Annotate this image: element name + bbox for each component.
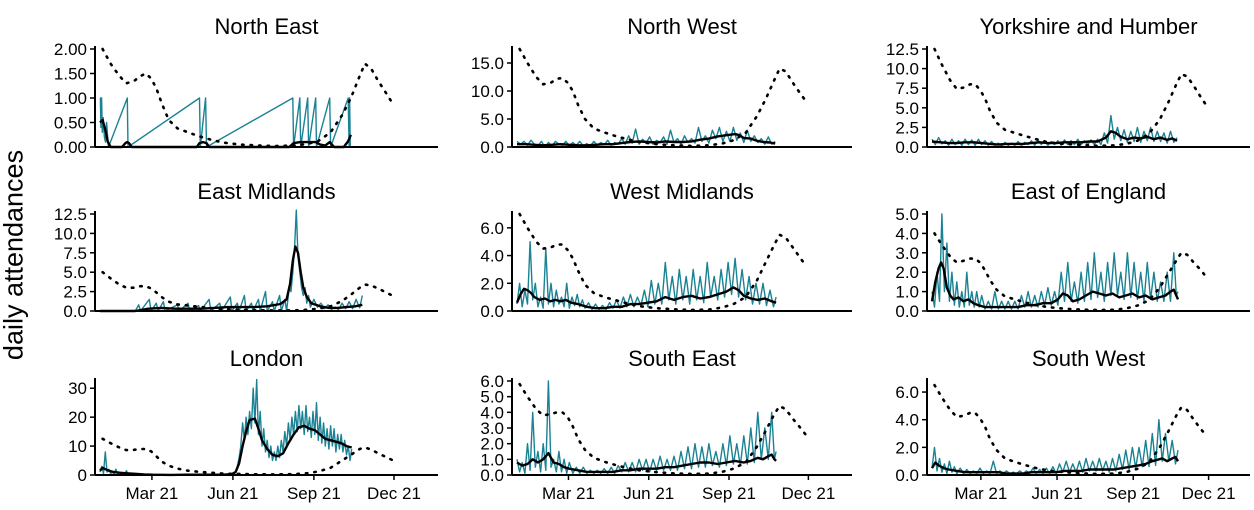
- y-tick-label: 4.0: [895, 224, 919, 243]
- smoothed-series-line: [100, 245, 363, 313]
- reference-series-line: [933, 47, 1209, 148]
- y-tick-label: 4.0: [895, 411, 919, 430]
- y-tick-label: 10: [68, 437, 87, 456]
- daily-series-line: [99, 97, 351, 148]
- y-tick-label: 2.00: [54, 40, 87, 59]
- x-tick-label: Mar 21: [542, 484, 595, 503]
- y-tick-label: 0.50: [54, 114, 87, 133]
- y-tick-label: 2.5: [895, 118, 919, 137]
- x-tick-label: Dec 21: [781, 484, 835, 503]
- y-tick-label: 0.0: [480, 138, 504, 157]
- y-tick-label: 0.0: [895, 466, 919, 485]
- x-tick-label: Dec 21: [367, 484, 421, 503]
- panel-east-midlands: East Midlands 0.02.55.07.510.012.5: [54, 179, 438, 321]
- panel-south-east: South East 0.01.02.03.04.05.06.0 Mar 21 Jun…: [480, 346, 852, 503]
- reference-series-line: [518, 382, 808, 476]
- y-tick-label: 5.0: [480, 110, 504, 129]
- y-tick-label: 5.0: [895, 99, 919, 118]
- y-tick-label: 10.0: [886, 60, 919, 79]
- y-tick-label: 1.00: [54, 89, 87, 108]
- y-tick-label: 2.0: [895, 263, 919, 282]
- x-tick-label: Jun 21: [623, 484, 674, 503]
- smoothed-series-line: [515, 286, 777, 310]
- smoothed-series-line: [930, 455, 1180, 475]
- y-tick-label: 4.0: [480, 247, 504, 266]
- panel-west-midlands: West Midlands 0.0 2.0 4.0 6.0: [480, 179, 852, 321]
- smoothed-series-line: [931, 130, 1178, 146]
- panel-yorkshire-and-humber: Yorkshire and Humber 0.02.55.07.510.012.5: [886, 14, 1250, 157]
- reference-series-line: [933, 383, 1209, 476]
- reference-series-line: [101, 270, 394, 312]
- y-tick-label: 6.0: [480, 372, 504, 391]
- y-tick-label: 0.0: [480, 466, 504, 485]
- panel-title: Yorkshire and Humber: [979, 14, 1197, 39]
- panel-north-west: North West 0.0 5.0 10.0 15.0: [471, 14, 852, 157]
- y-tick-label: 7.5: [895, 79, 919, 98]
- reference-series-line: [101, 47, 394, 148]
- daily-series-line: [931, 213, 1179, 310]
- x-tick-label: Dec 21: [1182, 484, 1236, 503]
- y-tick-label: 10.0: [54, 224, 87, 243]
- y-tick-label: 0: [78, 466, 87, 485]
- x-tick-label: Sep 21: [287, 484, 341, 503]
- daily-series-line: [516, 240, 777, 311]
- reference-series-line: [518, 47, 808, 148]
- panel-north-east: North East 0.00 0.50 1.00 1.50 2.00: [54, 14, 438, 157]
- y-tick-label: 6.0: [895, 383, 919, 402]
- y-tick-label: 1.0: [895, 283, 919, 302]
- panel-london: London 0 10 20 30 Mar 21 Jun 21 Sep 21 Dec 21: [68, 346, 438, 503]
- y-tick-label: 20: [68, 408, 87, 427]
- panel-title: West Midlands: [610, 179, 754, 204]
- y-tick-label: 15.0: [471, 54, 504, 73]
- x-tick-label: Sep 21: [702, 484, 756, 503]
- y-tick-label: 0.0: [480, 302, 504, 321]
- x-tick-label: Jun 21: [1032, 484, 1083, 503]
- y-tick-label: 0.0: [895, 302, 919, 321]
- y-tick-label: 3.0: [480, 419, 504, 438]
- y-tick-label: 12.5: [54, 205, 87, 224]
- panel-south-west: South West 0.0 2.0 4.0 6.0 Mar 21 Jun 21 Sep 21…: [895, 346, 1250, 503]
- y-tick-label: 2.0: [480, 435, 504, 454]
- y-tick-label: 1.50: [54, 65, 87, 84]
- y-tick-label: 5.0: [895, 205, 919, 224]
- y-tick-label: 4.0: [480, 403, 504, 422]
- y-tick-label: 0.0: [63, 302, 87, 321]
- smoothed-series-line: [517, 132, 776, 147]
- x-tick-label: Mar 21: [954, 484, 1007, 503]
- panel-title: East of England: [1011, 179, 1166, 204]
- y-tick-label: 30: [68, 379, 87, 398]
- y-tick-label: 3.0: [895, 244, 919, 263]
- y-tick-label: 0.0: [895, 138, 919, 157]
- panel-title: North West: [627, 14, 737, 39]
- x-tick-label: Jun 21: [207, 484, 258, 503]
- y-tick-label: 12.5: [886, 40, 919, 59]
- smoothed-series-line: [930, 261, 1180, 309]
- reference-series-line: [933, 232, 1209, 312]
- y-tick-label: 5.0: [63, 263, 87, 282]
- x-tick-label: Sep 21: [1106, 484, 1160, 503]
- panel-title: East Midlands: [197, 179, 335, 204]
- y-tick-label: 10.0: [471, 82, 504, 101]
- y-tick-label: 6.0: [480, 219, 504, 238]
- y-tick-label: 0.00: [54, 138, 87, 157]
- reference-series-line: [101, 437, 394, 476]
- panel-title: South West: [1032, 346, 1145, 371]
- y-tick-label: 1.0: [480, 450, 504, 469]
- panel-east-of-england: East of England 0.01.02.03.04.05.0: [895, 179, 1250, 321]
- smoothed-series-line: [99, 417, 353, 477]
- y-tick-label: 2.5: [63, 283, 87, 302]
- y-tick-label: 5.0: [480, 388, 504, 407]
- panel-title: London: [230, 346, 303, 371]
- daily-series-line: [100, 209, 363, 312]
- daily-series-line: [99, 378, 353, 476]
- daily-series-line: [516, 380, 777, 475]
- panel-title: North East: [215, 14, 319, 39]
- y-tick-label: 2.0: [480, 274, 504, 293]
- y-tick-label: 2.0: [895, 438, 919, 457]
- panel-title: South East: [628, 346, 736, 371]
- x-tick-label: Mar 21: [125, 484, 178, 503]
- smoothed-series-line: [516, 451, 777, 474]
- y-tick-label: 7.5: [63, 244, 87, 263]
